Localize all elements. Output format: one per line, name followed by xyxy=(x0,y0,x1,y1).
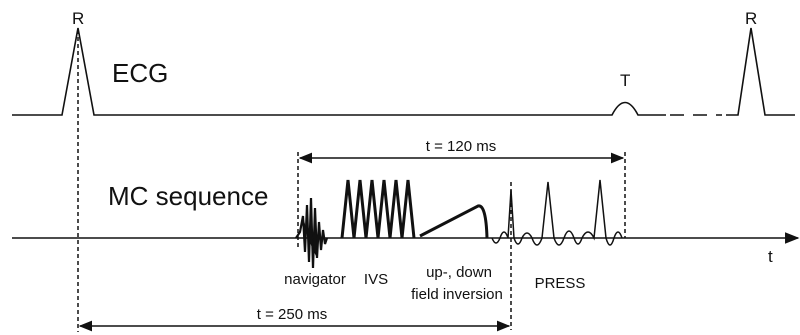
inversion-label-line2: field inversion xyxy=(411,286,503,303)
duration-label: t = 120 ms xyxy=(426,138,496,155)
t-wave-label: T xyxy=(620,71,630,90)
ecg-trace xyxy=(12,27,795,116)
r-wave-label-1: R xyxy=(72,9,84,28)
r-wave-label-2: R xyxy=(745,9,757,28)
ivs-pulses xyxy=(340,179,416,239)
inversion-label-line1: up-, down xyxy=(426,264,492,281)
field-inversion-ramp xyxy=(419,204,489,239)
ivs-label: IVS xyxy=(364,271,388,288)
navigator-fill xyxy=(303,198,317,268)
time-axis-label: t xyxy=(768,247,773,266)
press-waveform xyxy=(491,179,623,246)
press-label: PRESS xyxy=(535,275,586,292)
ecg-label: ECG xyxy=(112,58,168,88)
trigger-delay-label: t = 250 ms xyxy=(257,306,327,323)
navigator-label: navigator xyxy=(284,271,346,288)
mc-sequence-label: MC sequence xyxy=(108,181,268,211)
